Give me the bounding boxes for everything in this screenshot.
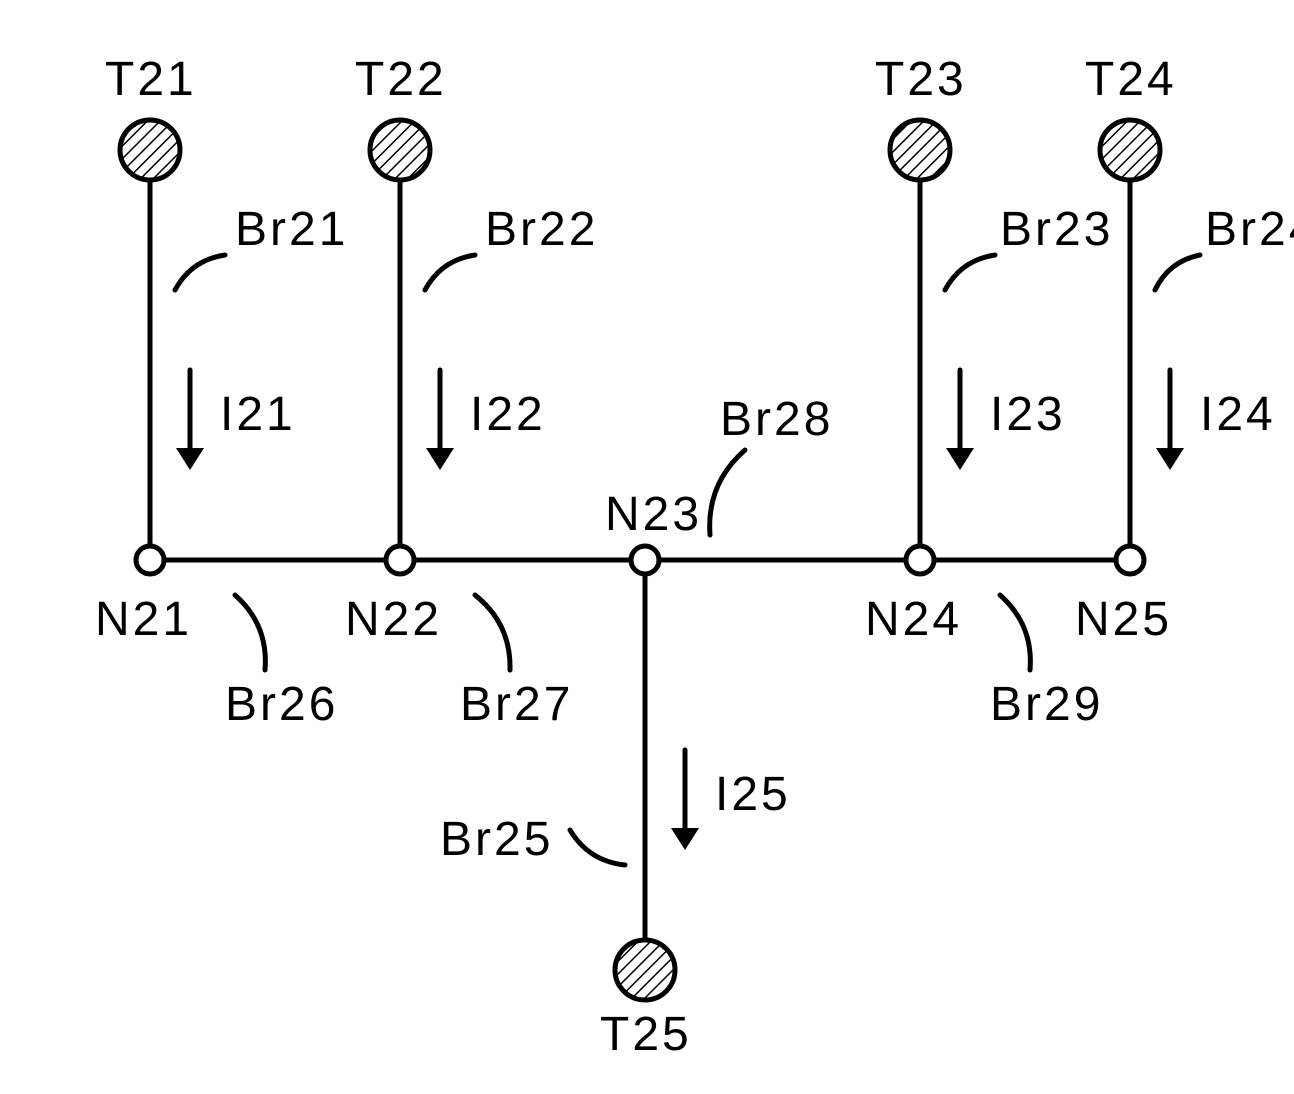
current-i25: I25 (671, 750, 791, 850)
terminal-label: T22 (355, 53, 447, 106)
branch-label: Br24 (1205, 203, 1294, 256)
terminal-label: T23 (875, 53, 967, 106)
node-label: N23 (605, 488, 702, 541)
branch-label: Br26 (225, 678, 338, 731)
current-i21: I21 (176, 370, 296, 470)
current-i23: I23 (946, 370, 1066, 470)
current-label: I23 (990, 388, 1066, 441)
terminal-t23: T23 (875, 53, 967, 180)
current-label: I24 (1200, 388, 1276, 441)
current-label: I21 (220, 388, 296, 441)
current-label: I22 (470, 388, 546, 441)
terminal-t25: T25 (600, 940, 692, 1061)
branch-br24: Br24 (1130, 150, 1294, 560)
terminal-label: T24 (1085, 53, 1177, 106)
branch-br21: Br21 (150, 150, 348, 560)
current-label: I25 (715, 768, 791, 821)
branch-label: Br22 (485, 203, 598, 256)
branch-label: Br25 (440, 813, 553, 866)
terminal-t21: T21 (105, 53, 197, 180)
branch-label: Br23 (1000, 203, 1113, 256)
branch-label: Br29 (990, 678, 1103, 731)
node-label: N24 (865, 593, 962, 646)
branch-label: Br21 (235, 203, 348, 256)
branch-label: Br28 (720, 393, 833, 446)
node-label: N25 (1075, 593, 1172, 646)
branch-br25: Br25 (440, 560, 645, 970)
terminal-label: T21 (105, 53, 197, 106)
terminal-t22: T22 (355, 53, 447, 180)
current-i24: I24 (1156, 370, 1276, 470)
terminal-t24: T24 (1085, 53, 1177, 180)
branch-br22: Br22 (400, 150, 598, 560)
node-label: N21 (95, 593, 192, 646)
branch-br23: Br23 (920, 150, 1113, 560)
terminal-label: T25 (600, 1008, 692, 1061)
node-label: N22 (345, 593, 442, 646)
current-i22: I22 (426, 370, 546, 470)
branch-label: Br27 (460, 678, 573, 731)
